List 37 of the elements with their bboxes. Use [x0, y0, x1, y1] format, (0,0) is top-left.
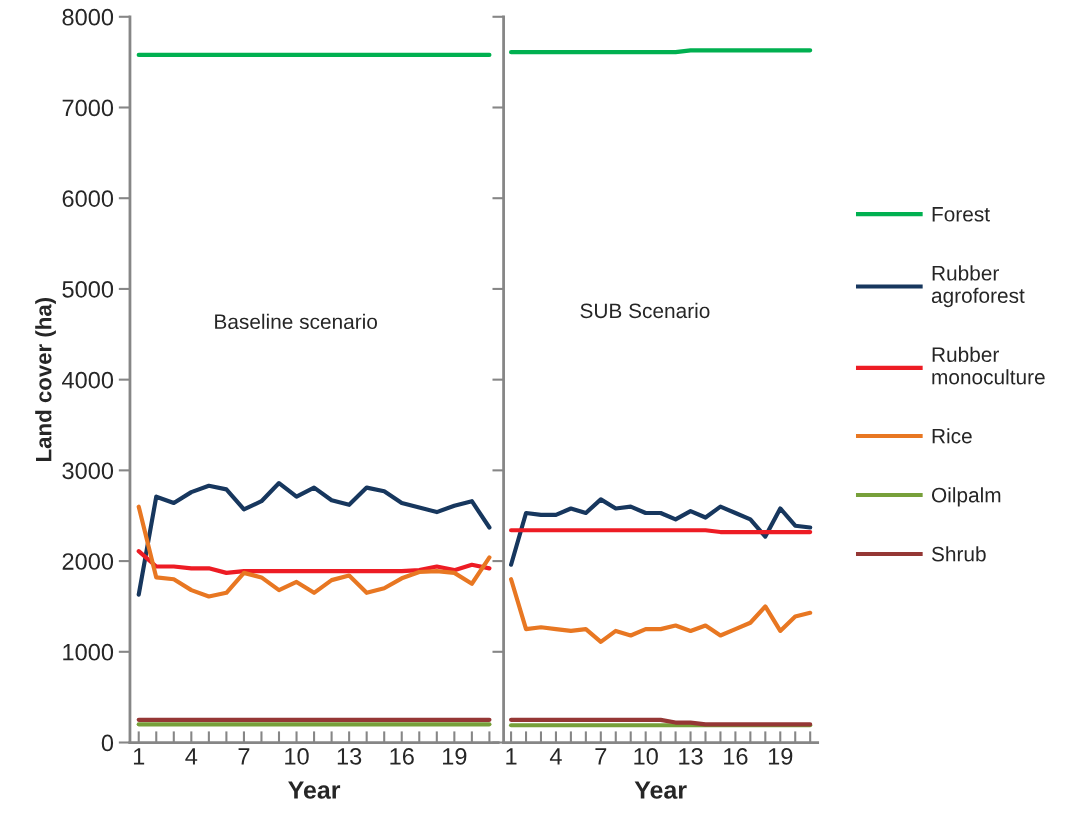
legend-label: Forest: [932, 207, 990, 222]
legend-label: Rice: [932, 428, 972, 444]
y-tick-label: 5000: [62, 281, 114, 298]
x-tick-label: 13: [679, 748, 703, 765]
legend-label: Oilpalm: [931, 487, 1001, 507]
x-tick-label: 10: [285, 748, 309, 765]
x-tick-label: 1: [133, 748, 145, 765]
x-tick-label: 10: [634, 748, 658, 765]
y-tick-label: 2000: [62, 553, 114, 570]
x-tick-label: 7: [238, 748, 250, 765]
y-tick-label: 7000: [62, 99, 114, 117]
x-tick-label: 16: [390, 748, 414, 765]
x-tick-label: 19: [443, 748, 467, 765]
x-axis-title: Year: [288, 781, 341, 799]
x-tick-label: 13: [337, 748, 362, 765]
line-series: [136, 480, 492, 597]
y-tick-label: 8000: [62, 8, 114, 26]
y-axis-title: Land cover (ha): [35, 298, 56, 461]
y-tick-label: 0: [101, 734, 114, 752]
y-tick-label: 3000: [62, 462, 114, 480]
annotation: SUB Scenario: [580, 302, 710, 319]
x-axis-title: Year: [634, 781, 687, 799]
x-tick-label: 1: [506, 748, 517, 765]
line-series: [136, 549, 492, 575]
x-tick-label: 16: [724, 748, 748, 765]
x-tick-label: 7: [595, 748, 607, 765]
y-tick-label: 6000: [62, 190, 114, 207]
y-tick-label: 1000: [63, 643, 114, 661]
legend-label: Shrub: [931, 546, 986, 562]
x-tick-label: 4: [549, 748, 562, 765]
x-tick-label: 19: [768, 748, 793, 765]
line-series: [136, 504, 492, 599]
y-tick-label: 4000: [62, 371, 114, 389]
annotation: Baseline scenario: [215, 313, 378, 330]
legend-label: Rubber monoculture: [932, 346, 1045, 385]
x-tick-label: 4: [185, 748, 198, 765]
legend-label: Rubber agroforest: [931, 265, 1025, 308]
